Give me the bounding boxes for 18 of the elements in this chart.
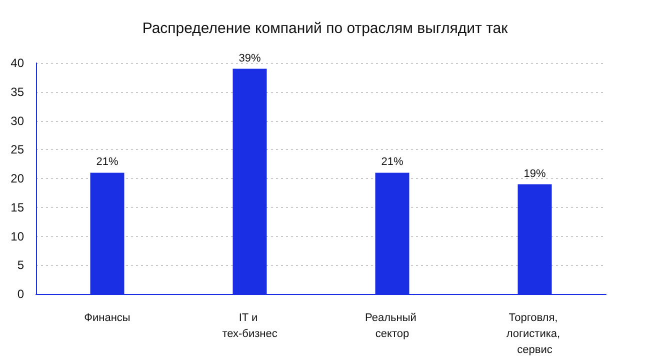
- y-tick-label: 40: [10, 56, 24, 70]
- y-tick-label: 35: [10, 84, 24, 99]
- data-label: 19%: [524, 168, 546, 180]
- y-tick-label: 15: [10, 200, 24, 214]
- y-tick-label: 5: [17, 258, 24, 272]
- data-label: 39%: [238, 52, 261, 64]
- y-tick-label: 0: [17, 287, 24, 301]
- x-tick-label: Торговля, логистика, сервис: [506, 312, 564, 356]
- data-label: 21%: [96, 156, 118, 168]
- y-tick-label: 10: [10, 229, 24, 244]
- x-tick-label: IT и тех-бизнес: [222, 312, 278, 340]
- chart-title: Распределение компаний по отраслям выглядит так: [142, 20, 508, 37]
- x-tick-label: Реальный сектор: [365, 312, 420, 340]
- y-tick-label: 25: [10, 142, 24, 157]
- data-label: 21%: [381, 156, 404, 168]
- x-tick-label: Финансы: [84, 312, 130, 324]
- y-tick-label: 20: [10, 172, 24, 186]
- y-tick-label: 30: [10, 114, 24, 128]
